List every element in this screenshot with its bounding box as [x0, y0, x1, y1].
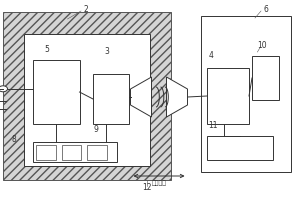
Text: 2: 2 — [83, 4, 88, 14]
Text: 5: 5 — [44, 45, 49, 53]
Text: 4: 4 — [209, 50, 214, 60]
Text: 6: 6 — [263, 4, 268, 14]
Polygon shape — [167, 77, 188, 117]
Polygon shape — [130, 77, 152, 117]
Bar — [3, 12, 171, 180]
Bar — [24, 34, 150, 166]
Bar — [252, 56, 279, 100]
Bar — [33, 142, 117, 162]
Bar — [61, 145, 81, 160]
Text: 探头距离: 探头距离 — [152, 180, 166, 186]
Bar — [36, 145, 56, 160]
Text: 12: 12 — [142, 184, 152, 192]
Circle shape — [0, 86, 8, 92]
Text: 9: 9 — [94, 124, 98, 134]
Bar — [87, 145, 106, 160]
Bar — [207, 136, 273, 160]
Text: 3: 3 — [104, 47, 109, 56]
Text: 11: 11 — [208, 120, 218, 130]
Text: 10: 10 — [258, 40, 267, 49]
Bar — [207, 68, 249, 124]
Bar — [93, 74, 129, 124]
Bar — [33, 60, 80, 124]
Text: 8: 8 — [11, 134, 16, 144]
Bar — [201, 16, 291, 172]
